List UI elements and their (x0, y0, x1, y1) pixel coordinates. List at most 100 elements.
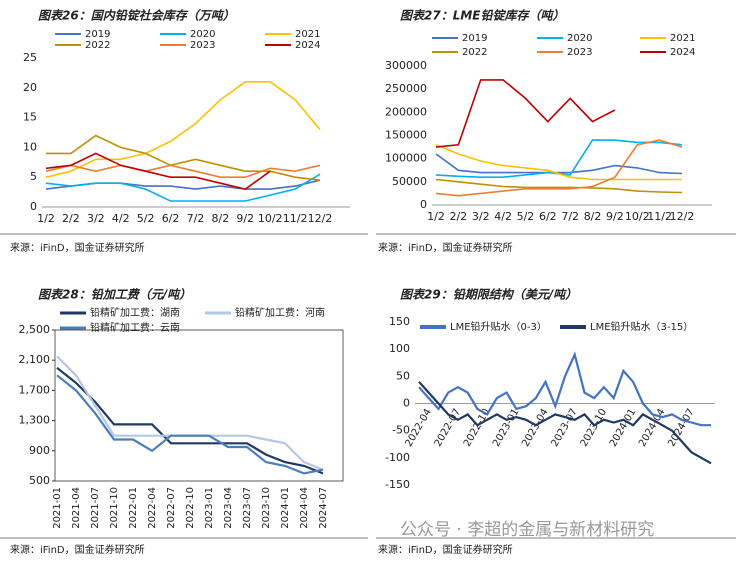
y-tick-label: 100000 (385, 152, 427, 165)
x-tick-label: 2023-01 (204, 487, 215, 529)
y-tick-label: 50 (396, 369, 410, 382)
x-tick-label: 8/2 (584, 210, 602, 223)
x-tick-label: 2024-07 (318, 487, 329, 529)
series-line (435, 139, 683, 197)
y-tick-label: 0 (30, 200, 37, 213)
y-tick-label: 300000 (385, 59, 427, 72)
x-tick-label: 6/2 (539, 210, 557, 223)
series-line (45, 164, 321, 178)
legend-label: 2024 (295, 40, 320, 51)
series-line (56, 374, 324, 475)
x-tick-label: 12/2 (670, 210, 695, 223)
y-tick-label: 150 (389, 315, 410, 328)
x-tick-label: 2023-04 (223, 487, 234, 529)
legend-label: 铅精矿加工费：云南 (90, 321, 180, 334)
x-tick-label: 7/2 (561, 210, 579, 223)
y-tick-label: 2,100 (19, 353, 51, 366)
x-tick-label: 2023-01 (491, 407, 521, 449)
y-tick-label: 500 (29, 474, 50, 487)
series-line (435, 178, 683, 194)
y-tick-label: 0 (403, 397, 410, 410)
y-tick-label: 10 (23, 140, 37, 153)
series-line (435, 153, 683, 175)
x-tick-label: 2023-07 (242, 487, 253, 529)
x-tick-label: 3/2 (87, 212, 105, 225)
x-tick-label: 2023-07 (550, 407, 580, 449)
y-tick-label: 0 (420, 198, 427, 211)
x-tick-label: 7/2 (187, 212, 205, 225)
legend-label: LME铅升贴水（3-15） (590, 320, 693, 333)
x-tick-label: 8/2 (212, 212, 230, 225)
legend-label: 2023 (567, 47, 592, 58)
y-tick-label: 50000 (392, 175, 427, 188)
y-tick-label: 200000 (385, 105, 427, 118)
series-line (45, 173, 321, 202)
y-tick-label: 1,300 (19, 414, 51, 427)
legend-label: 2019 (85, 29, 110, 40)
x-tick-label: 2023-10 (579, 407, 609, 449)
x-tick-label: 4/2 (494, 210, 512, 223)
legend-label: LME铅升贴水（0-3） (450, 320, 547, 333)
x-tick-label: 4/2 (112, 212, 130, 225)
x-tick-label: 2023-10 (261, 487, 272, 529)
y-tick-label: -50 (392, 424, 410, 437)
x-tick-label: 2022-04 (147, 487, 158, 529)
source: 来源：iFinD，国金证券研究所 (10, 241, 145, 254)
plot-frame (54, 329, 344, 482)
legend-label: 2022 (85, 40, 110, 51)
series-line (435, 144, 682, 181)
x-tick-label: 2024-04 (299, 487, 310, 529)
x-tick-label: 2021-01 (52, 487, 63, 529)
x-tick-label: 12/2 (308, 212, 333, 225)
x-tick-label: 2021-07 (90, 487, 101, 529)
y-tick-label: 250000 (385, 82, 427, 95)
legend-label: 2021 (670, 33, 695, 44)
series-line (46, 134, 321, 181)
series-line (56, 355, 324, 471)
chart-title: 图表27：LME铅锭库存（吨） (400, 9, 565, 23)
series-line (56, 366, 324, 475)
y-tick-label: 1,700 (19, 383, 51, 396)
watermark: 公众号 · 李超的金属与新材料研究 (400, 520, 654, 540)
y-tick-label: 25 (23, 51, 37, 64)
y-tick-label: 15 (23, 111, 37, 124)
x-tick-label: 2024-01 (280, 487, 291, 529)
x-tick-label: 1/2 (37, 212, 55, 225)
x-tick-label: 2/2 (450, 210, 468, 223)
series-line (418, 351, 711, 427)
x-tick-label: 2022-01 (128, 487, 139, 529)
legend-label: 2021 (295, 29, 320, 40)
x-tick-label: 2023-04 (520, 407, 550, 449)
y-tick-label: 100 (389, 342, 410, 355)
x-tick-label: 2022-07 (166, 487, 177, 529)
y-tick-label: 2,500 (19, 323, 51, 336)
x-tick-label: 9/2 (236, 212, 254, 225)
x-tick-label: 2024-01 (608, 407, 638, 449)
x-tick-label: 10/2 (258, 212, 283, 225)
y-tick-label: 900 (29, 444, 50, 457)
chart-title: 图表26：国内铅锭社会库存（万吨） (38, 9, 235, 23)
chart-title: 图表28：铅加工费（元/吨） (38, 288, 191, 302)
x-tick-label: 5/2 (137, 212, 155, 225)
source: 来源：iFinD，国金证券研究所 (10, 543, 145, 556)
legend-label: 2023 (190, 40, 215, 51)
x-tick-label: 2022-10 (185, 487, 196, 529)
x-tick-label: 2/2 (62, 212, 80, 225)
series-line (418, 381, 712, 465)
x-tick-label: 2021-10 (109, 487, 120, 529)
y-tick-label: 5 (30, 170, 37, 183)
y-tick-label: -150 (385, 478, 410, 491)
legend-label: 2020 (567, 33, 592, 44)
x-tick-label: 9/2 (606, 210, 624, 223)
legend-label: 2022 (462, 47, 487, 58)
legend-label: 铅精矿加工费：河南 (235, 306, 325, 319)
x-tick-label: 11/2 (283, 212, 308, 225)
series-line (45, 81, 321, 178)
x-tick-label: 6/2 (162, 212, 180, 225)
legend-label: 2019 (462, 33, 487, 44)
x-tick-label: 11/2 (647, 210, 672, 223)
series-line (45, 152, 271, 190)
x-tick-label: 3/2 (472, 210, 490, 223)
legend-label: 铅精矿加工费：湖南 (90, 306, 180, 319)
